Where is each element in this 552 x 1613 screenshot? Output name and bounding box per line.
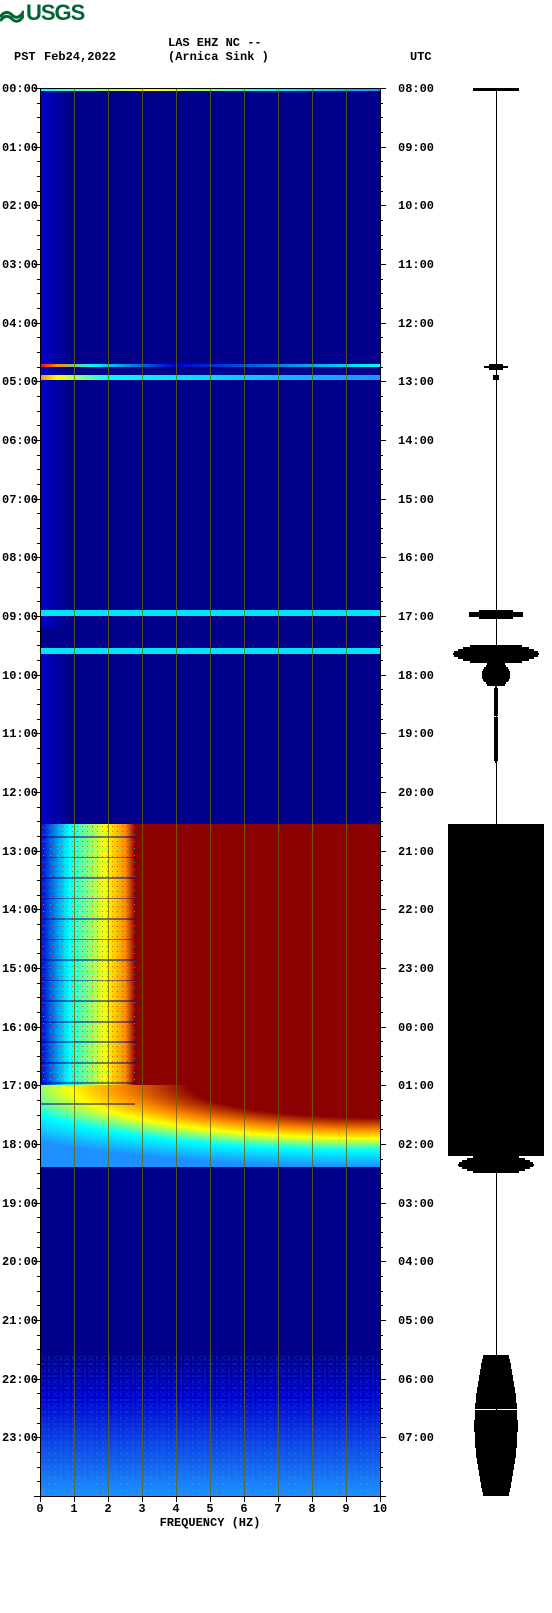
tz-left: PST (14, 50, 36, 64)
plot-border (40, 88, 41, 1496)
usgs-logo: USGS (0, 0, 84, 26)
x-axis-title: FREQUENCY (HZ) (40, 1516, 380, 1530)
waveform-plot (448, 88, 544, 1496)
plot-border (40, 88, 380, 89)
plot-border (380, 88, 381, 1496)
waveform-centerline (496, 88, 497, 1496)
logo-text: USGS (26, 0, 84, 26)
spectrogram-plot (40, 88, 380, 1496)
usgs-wave-icon (0, 3, 24, 23)
tz-right: UTC (410, 50, 432, 64)
plot-border (40, 1496, 380, 1497)
station-code: LAS EHZ NC -- (168, 36, 262, 50)
location: (Arnica Sink ) (168, 50, 269, 64)
date: Feb24,2022 (44, 50, 116, 64)
